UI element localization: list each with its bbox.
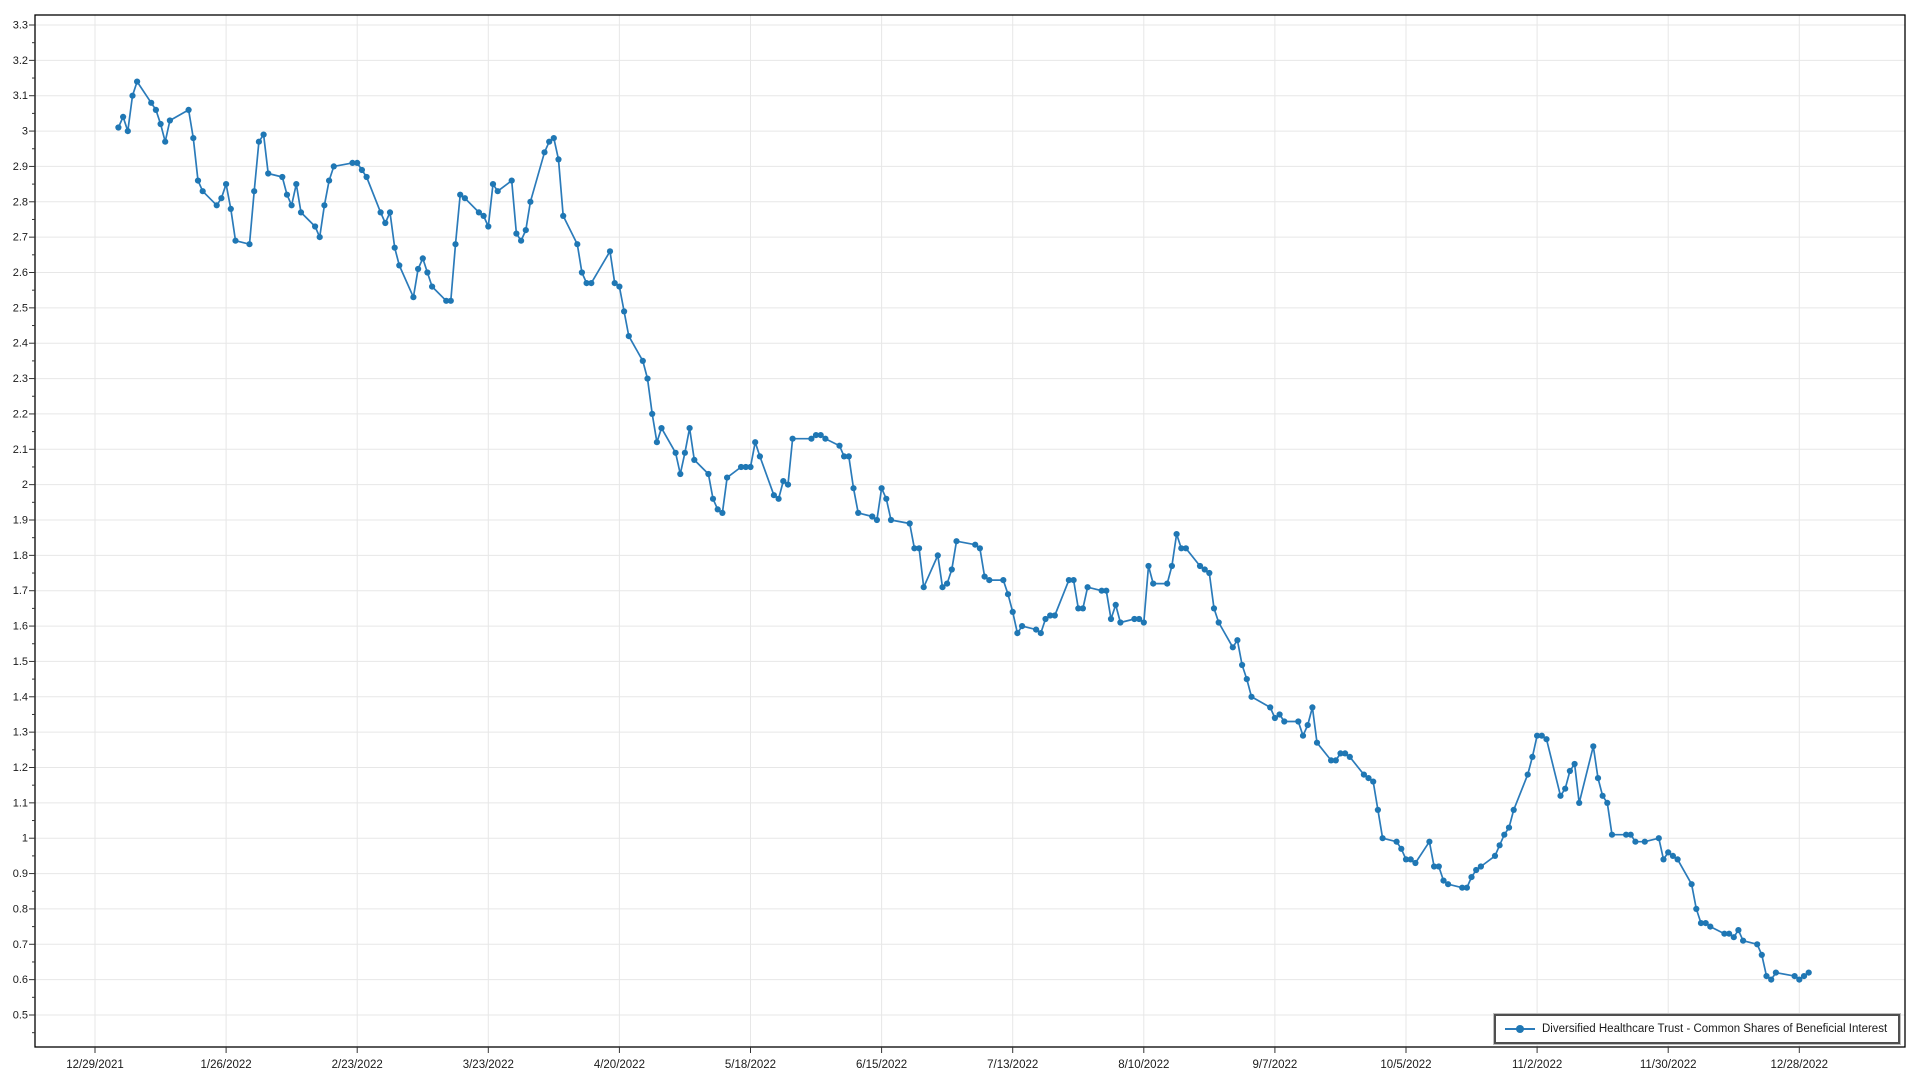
svg-text:1.4: 1.4 (13, 691, 28, 703)
svg-text:1.5: 1.5 (13, 656, 28, 668)
svg-text:2.9: 2.9 (13, 161, 28, 173)
x-axis-labels: 12/29/2021 1/26/2022 2/23/2022 3/23/2022 4/2… (66, 1059, 1828, 1071)
svg-text:1/26/2022: 1/26/2022 (201, 1059, 252, 1071)
svg-text:2.8: 2.8 (13, 196, 28, 208)
svg-text:2.5: 2.5 (13, 302, 28, 314)
svg-text:3.3: 3.3 (13, 20, 28, 32)
svg-text:1.6: 1.6 (13, 621, 28, 633)
gridlines (35, 15, 1905, 1047)
svg-text:0.8: 0.8 (13, 903, 28, 915)
svg-text:0.9: 0.9 (13, 868, 28, 880)
svg-text:1: 1 (22, 833, 28, 845)
svg-text:2: 2 (22, 479, 28, 491)
svg-text:2.6: 2.6 (13, 267, 28, 279)
svg-text:3.2: 3.2 (13, 55, 28, 67)
svg-text:3.1: 3.1 (13, 90, 28, 102)
svg-text:0.5: 0.5 (13, 1009, 28, 1021)
legend-series-label: Diversified Healthcare Trust - Common Sh… (1542, 1023, 1888, 1035)
y-axis-ticks (29, 24, 35, 1034)
svg-text:7/13/2022: 7/13/2022 (987, 1059, 1038, 1071)
svg-text:4/20/2022: 4/20/2022 (594, 1059, 645, 1071)
svg-text:9/7/2022: 9/7/2022 (1253, 1059, 1298, 1071)
svg-text:2/23/2022: 2/23/2022 (332, 1059, 383, 1071)
svg-text:0.6: 0.6 (13, 974, 28, 986)
plot-border (34, 14, 1906, 1048)
svg-text:1.2: 1.2 (13, 762, 28, 774)
svg-text:11/30/2022: 11/30/2022 (1640, 1059, 1697, 1071)
svg-text:2.4: 2.4 (13, 338, 28, 350)
svg-text:11/2/2022: 11/2/2022 (1512, 1059, 1562, 1071)
svg-text:5/18/2022: 5/18/2022 (725, 1059, 776, 1071)
svg-text:1.1: 1.1 (13, 797, 28, 809)
svg-text:0.7: 0.7 (13, 939, 28, 951)
svg-text:3/23/2022: 3/23/2022 (463, 1059, 514, 1071)
svg-text:12/29/2021: 12/29/2021 (66, 1059, 124, 1071)
svg-text:1.9: 1.9 (13, 514, 28, 526)
svg-text:1.7: 1.7 (13, 585, 28, 597)
data-point-markers (115, 78, 1812, 983)
series-line-marker-icon (1505, 1024, 1535, 1034)
x-axis-ticks (94, 1047, 1800, 1053)
chart-legend: Diversified Healthcare Trust - Common Sh… (1494, 1014, 1901, 1044)
svg-text:10/5/2022: 10/5/2022 (1380, 1059, 1431, 1071)
svg-text:1.3: 1.3 (13, 727, 28, 739)
svg-text:3: 3 (22, 126, 28, 138)
svg-text:2.2: 2.2 (13, 408, 28, 420)
svg-text:2.7: 2.7 (13, 232, 28, 244)
svg-text:1.8: 1.8 (13, 550, 28, 562)
svg-text:8/10/2022: 8/10/2022 (1118, 1059, 1169, 1071)
svg-text:2.1: 2.1 (13, 444, 28, 456)
svg-text:6/15/2022: 6/15/2022 (856, 1059, 907, 1071)
svg-text:2.3: 2.3 (13, 373, 28, 385)
y-axis-labels: 0.5 0.6 0.7 0.8 0.9 1 1.1 1.2 1.3 1.4 1.5 1.6 1.7 1.8… (13, 20, 28, 1022)
svg-text:12/28/2022: 12/28/2022 (1771, 1059, 1829, 1071)
